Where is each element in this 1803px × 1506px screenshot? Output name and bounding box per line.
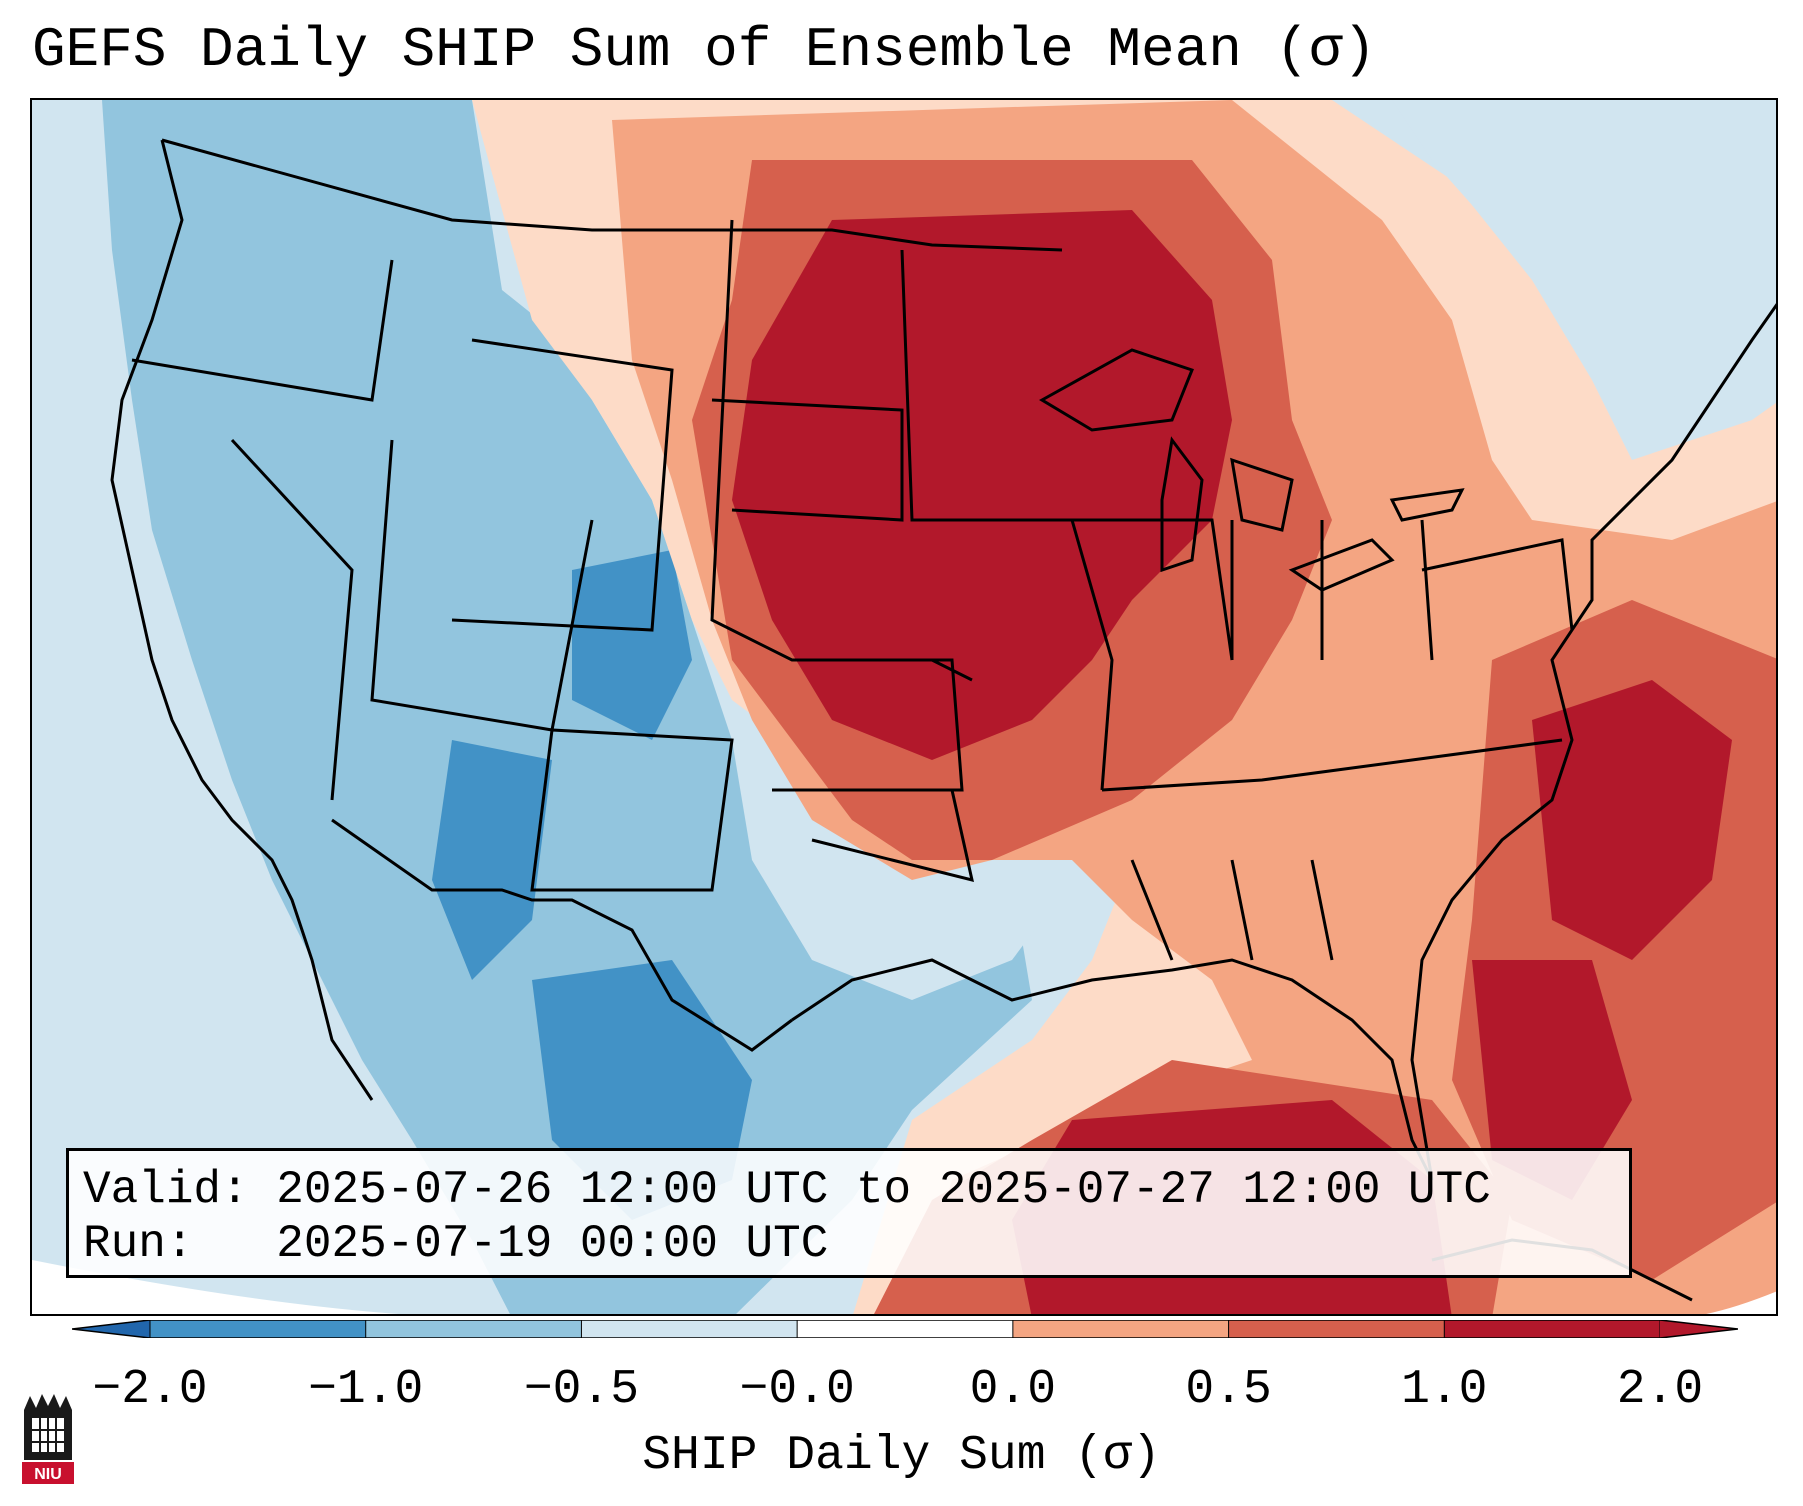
valid-label: Valid: xyxy=(83,1164,249,1216)
state-line-ok xyxy=(772,788,974,883)
colorbar-tick-label: −1.0 xyxy=(308,1363,424,1417)
colorbar-segment xyxy=(1228,1320,1445,1338)
state-line-or-wa xyxy=(131,259,394,402)
colorbar-tick-label: 1.0 xyxy=(1401,1363,1488,1417)
state-line-dakotas xyxy=(711,398,904,522)
valid-line: Valid: 2025-07-26 12:00 UTC to 2025-07-2… xyxy=(83,1163,1615,1217)
lake-superior xyxy=(1039,348,1194,432)
lake-michigan xyxy=(1160,436,1204,573)
colorbar-extend-high xyxy=(1660,1320,1738,1338)
run-line: Run: 2025-07-19 00:00 UTC xyxy=(83,1217,1615,1271)
border-canada-us xyxy=(161,138,1063,252)
state-line-tn-nc xyxy=(1101,738,1563,792)
borders xyxy=(110,138,1776,1302)
colorbar-extend-low xyxy=(72,1320,150,1338)
field-atlantic-darkred xyxy=(1532,680,1732,960)
field-colorado-darkblue xyxy=(572,550,692,740)
lake-erie xyxy=(1288,538,1395,592)
logo-text: NIU xyxy=(34,1466,62,1483)
lake-huron xyxy=(1230,457,1294,532)
colorbar-tick-label: 0.0 xyxy=(969,1363,1057,1417)
colorbar-tick-label: 0.5 xyxy=(1185,1363,1272,1417)
state-line-il xyxy=(1072,518,1234,661)
coastline-gulf xyxy=(791,958,1434,1181)
field-plains-darkred xyxy=(732,210,1232,760)
state-line-nv xyxy=(230,438,354,801)
map-panel xyxy=(30,98,1778,1316)
state-line-nm xyxy=(530,728,734,892)
colorbar-label: SHIP Daily Sum (σ) xyxy=(642,1429,1161,1483)
logo-window-grid xyxy=(32,1418,64,1452)
field-west-blue xyxy=(102,100,1032,1314)
colorbar-tick-label: −0.0 xyxy=(739,1363,855,1417)
field-florida-darkred xyxy=(1472,960,1632,1200)
niu-logo: NIU xyxy=(22,1394,74,1484)
valid-value: 2025-07-26 12:00 UTC to 2025-07-27 12:00… xyxy=(276,1164,1491,1216)
colorbar-tick-label: −2.0 xyxy=(92,1363,208,1417)
run-label: Run: xyxy=(83,1218,194,1270)
coastline-west xyxy=(110,139,374,1101)
lake-ontario xyxy=(1389,488,1465,522)
state-line-wy-co xyxy=(451,338,674,632)
run-value: 2025-07-19 00:00 UTC xyxy=(276,1218,829,1270)
border-us-mexico xyxy=(331,818,793,1052)
colorbar-segment xyxy=(1012,1320,1230,1338)
state-lines-south xyxy=(1130,859,1334,961)
colorbar-tick-label: 2.0 xyxy=(1616,1363,1704,1417)
chart-title: GEFS Daily SHIP Sum of Ensemble Mean (σ) xyxy=(32,18,1377,82)
field-arizona-darkblue xyxy=(432,740,552,980)
ship-anomaly-map xyxy=(32,100,1776,1314)
colorbar xyxy=(72,1320,1738,1338)
colorbar-segment xyxy=(797,1320,1014,1338)
projection-corner-left xyxy=(32,1260,399,1314)
colorbar-segment xyxy=(150,1320,367,1338)
coastline-east xyxy=(1410,303,1776,1181)
projection-corner-right xyxy=(1706,1291,1776,1314)
colorbar-segment xyxy=(581,1320,798,1338)
colorbar-segment xyxy=(1444,1320,1661,1338)
field-northeast-lightblue xyxy=(1392,100,1776,400)
state-line-pa xyxy=(1421,538,1574,631)
info-box: Valid: 2025-07-26 12:00 UTC to 2025-07-2… xyxy=(66,1148,1632,1278)
colorbar-segment xyxy=(365,1320,582,1338)
colorbar-segments xyxy=(149,1320,1661,1338)
logo-banner xyxy=(22,1462,74,1484)
colorbar-tick-label: −0.5 xyxy=(523,1363,640,1417)
